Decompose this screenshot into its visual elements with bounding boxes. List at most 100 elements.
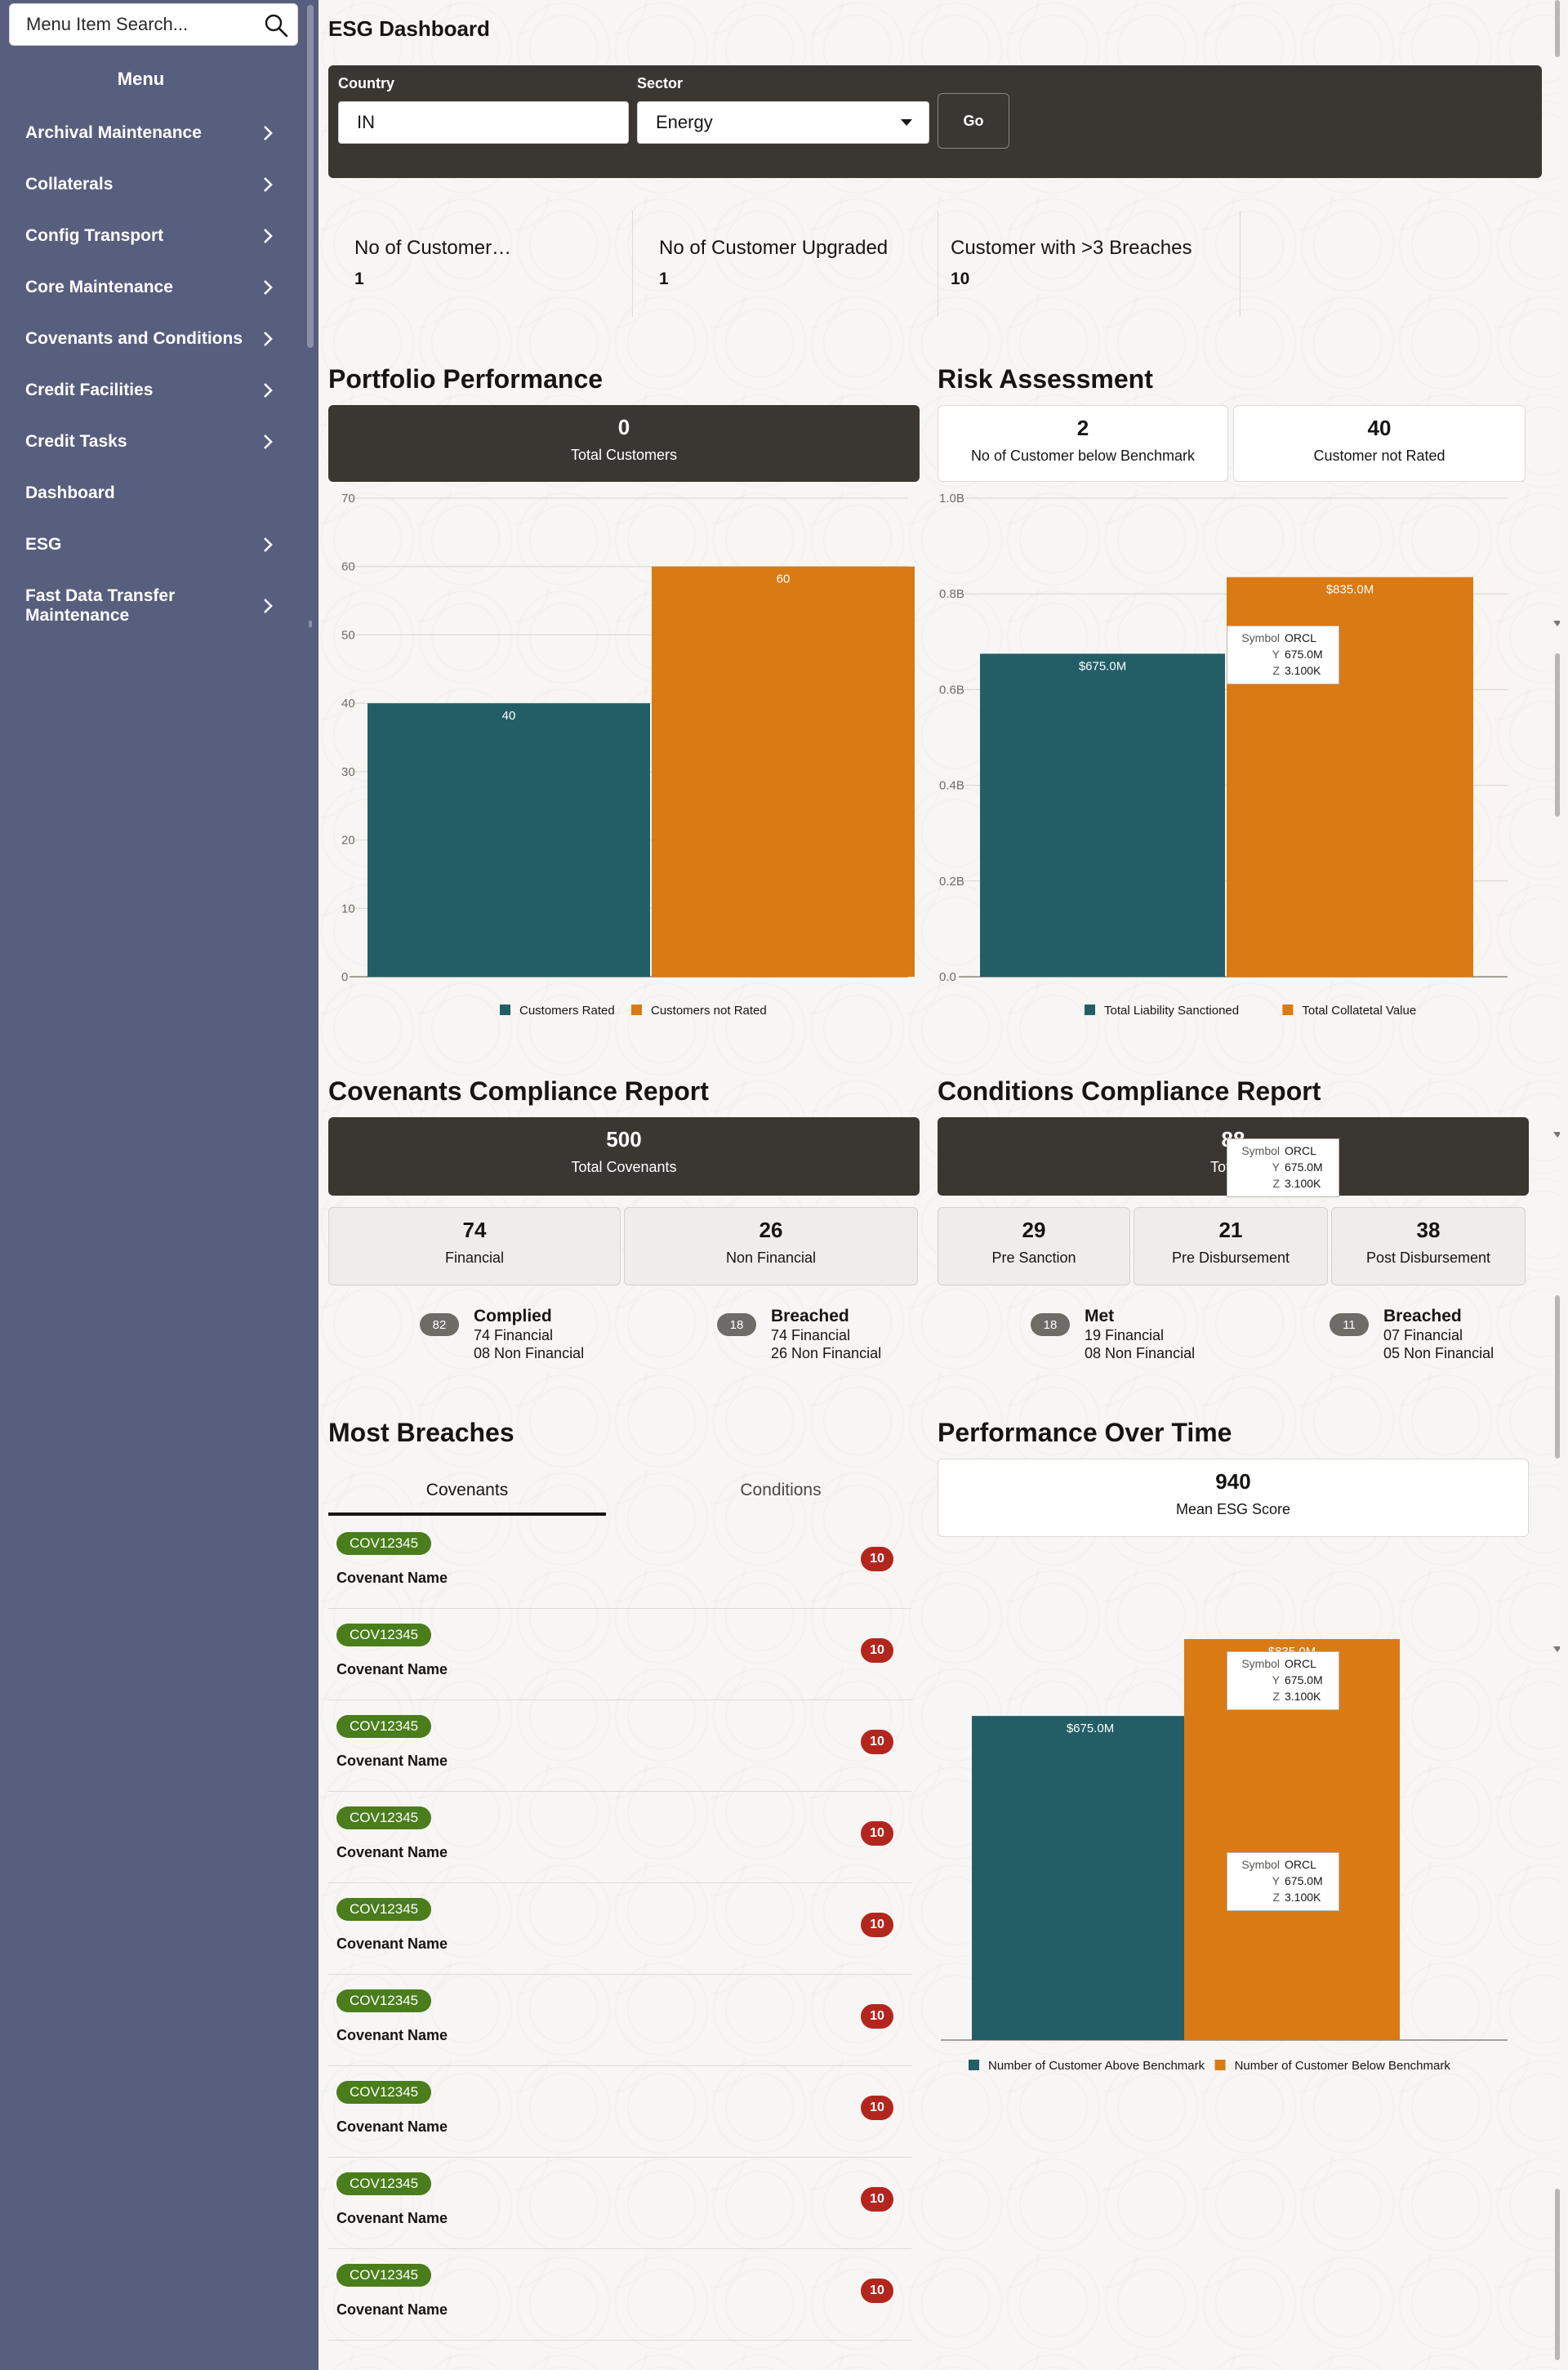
- menu-search-input[interactable]: [26, 4, 255, 45]
- main-content: ESG Dashboard Country IN Sector Energy G…: [318, 0, 1560, 2370]
- tooltip-key: Y: [1272, 1160, 1280, 1174]
- chevron-right-icon: [264, 280, 273, 295]
- breach-row[interactable]: COV12345 Covenant Name 10: [328, 1883, 911, 1975]
- y-tick-label: 0.4B: [939, 779, 964, 793]
- tooltip-value: ORCL: [1285, 1657, 1316, 1670]
- breach-count-badge: 10: [861, 1913, 893, 1937]
- bar-value-label: $675.0M: [1067, 1722, 1114, 1735]
- scroll-down-icon[interactable]: [1553, 1646, 1560, 1652]
- legend-label: Number of Customer Below Benchmark: [1235, 2059, 1451, 2073]
- chevron-right-icon: [264, 434, 273, 449]
- sidebar-item-dashboard[interactable]: Dashboard: [0, 480, 294, 506]
- below-benchmark-card: 2 No of Customer below Benchmark: [938, 405, 1228, 482]
- sidebar-item-label: Archival Maintenance: [25, 123, 202, 143]
- breach-row[interactable]: COV12345 Covenant Name 10: [328, 2249, 911, 2341]
- breach-row[interactable]: COV12345 Covenant Name 10: [328, 1609, 911, 1700]
- sidebar-item-archival-maintenance[interactable]: Archival Maintenance: [0, 120, 294, 146]
- main-scrollbar-thumb[interactable]: [1555, 653, 1560, 817]
- main-scrollbar-thumb[interactable]: [1555, 0, 1560, 57]
- metric-value: 10: [951, 270, 970, 288]
- covenant-name: Covenant Name: [336, 1844, 448, 1860]
- sidebar-item-label-line: Covenants and Conditions: [25, 329, 243, 348]
- sidebar-item-credit-tasks[interactable]: Credit Tasks: [0, 429, 294, 455]
- breached-summary: 18 Breached 74 Financial 26 Non Financia…: [717, 1307, 881, 1362]
- metric-customer-upgraded: No of Customer Upgraded 1: [659, 211, 929, 317]
- metric-label: No of Customer…: [354, 237, 512, 259]
- pre-sanction-card: 29 Pre Sanction: [938, 1207, 1130, 1285]
- chevron-right-icon: [264, 383, 273, 398]
- sidebar-item-covenants-and-conditions[interactable]: Covenants and Conditions: [0, 326, 294, 352]
- breach-row[interactable]: COV12345 Covenant Name 10: [328, 1517, 911, 1609]
- scroll-down-icon[interactable]: [1553, 1132, 1560, 1138]
- breach-row[interactable]: COV12345 Covenant Name 10: [328, 1792, 911, 1883]
- sidebar-item-core-maintenance[interactable]: Core Maintenance: [0, 274, 294, 301]
- summary-text: Breached 07 Financial 05 Non Financial: [1383, 1307, 1494, 1362]
- portfolio-title: Portfolio Performance: [328, 364, 604, 394]
- scroll-down-icon[interactable]: [1553, 621, 1560, 626]
- tooltip-value: 3.100K: [1285, 1690, 1321, 1703]
- filter-bar: Country IN Sector Energy Go: [328, 65, 1542, 178]
- chart-tooltip: Symbol ORCL Y 675.0M Z 3.100K: [1227, 1852, 1339, 1911]
- performance-title: Performance Over Time: [938, 1418, 1232, 1447]
- covenant-code-badge: COV12345: [336, 1532, 432, 1555]
- breach-row[interactable]: COV12345 Covenant Name 10: [328, 2066, 911, 2158]
- country-input[interactable]: IN: [338, 101, 629, 144]
- covenant-name: Covenant Name: [336, 1570, 448, 1586]
- sidebar-item-fast-data-transfer[interactable]: Fast Data Transfer Maintenance: [0, 583, 294, 629]
- go-button[interactable]: Go: [938, 93, 1009, 149]
- summary-title: Breached: [771, 1307, 849, 1325]
- tooltip-value: ORCL: [1285, 631, 1316, 644]
- breach-row[interactable]: COV12345 Covenant Name 10: [328, 1975, 911, 2066]
- page-title: ESG Dashboard: [328, 16, 490, 41]
- tab-conditions[interactable]: Conditions: [740, 1481, 822, 1499]
- breach-row[interactable]: COV12345 Covenant Name 10: [328, 2158, 911, 2249]
- non-financial-card: 26 Non Financial: [624, 1207, 918, 1285]
- tooltip-key: Symbol: [1241, 1144, 1280, 1157]
- sidebar-item-credit-facilities[interactable]: Credit Facilities: [0, 377, 294, 403]
- breached-count: 11: [1330, 1313, 1369, 1336]
- sidebar-item-config-transport[interactable]: Config Transport: [0, 223, 294, 249]
- tooltip-row: Symbol ORCL: [1234, 1143, 1332, 1159]
- search-icon[interactable]: [263, 12, 289, 38]
- met-summary: 18 Met 19 Financial 08 Non Financial: [1031, 1307, 1195, 1362]
- main-scrollbar-thumb[interactable]: [1555, 2189, 1560, 2360]
- tooltip-row: Symbol ORCL: [1234, 1655, 1332, 1672]
- legend-label: Number of Customer Above Benchmark: [988, 2059, 1205, 2073]
- sidebar-item-label-line: Config Transport: [25, 226, 164, 245]
- bar-number-of-customer-above-benchmark: [972, 1716, 1209, 2040]
- card-value: 940: [1215, 1469, 1251, 1494]
- covenant-code-badge: COV12345: [336, 1624, 432, 1646]
- covenant-name: Covenant Name: [336, 2210, 448, 2226]
- sector-select[interactable]: Energy: [637, 101, 929, 144]
- legend-swatch: [969, 2060, 979, 2070]
- tooltip-value: 675.0M: [1285, 648, 1323, 661]
- card-value: 26: [759, 1218, 783, 1242]
- summary-line: 05 Non Financial: [1383, 1345, 1494, 1361]
- sidebar-item-label-line: Credit Facilities: [25, 381, 154, 399]
- tooltip-row: Symbol ORCL: [1234, 630, 1332, 646]
- chevron-right-icon: [264, 599, 273, 613]
- sidebar-item-collaterals[interactable]: Collaterals: [0, 172, 294, 198]
- tooltip-row: Z 3.100K: [1234, 1175, 1332, 1192]
- covenant-code-badge: COV12345: [336, 2172, 432, 2195]
- not-rated-card: 40 Customer not Rated: [1233, 405, 1526, 482]
- summary-line: 74 Financial: [474, 1327, 554, 1343]
- tooltip-value: 3.100K: [1285, 1177, 1321, 1190]
- main-scrollbar-thumb[interactable]: [1555, 1295, 1560, 1459]
- sidebar-item-label-line: ESG: [25, 535, 62, 554]
- chevron-right-icon: [264, 229, 273, 243]
- breach-row[interactable]: COV12345 Covenant Name 10: [328, 1700, 911, 1792]
- sidebar-item-esg[interactable]: ESG: [0, 532, 294, 558]
- y-tick-label: 40: [341, 697, 355, 711]
- summary-text: Breached 74 Financial 26 Non Financial: [771, 1307, 881, 1362]
- card-label: Non Financial: [725, 1250, 817, 1266]
- summary-text: Complied 74 Financial 08 Non Financial: [474, 1307, 584, 1362]
- tab-covenants[interactable]: Covenants: [328, 1470, 606, 1516]
- metric-divider: [1240, 211, 1241, 317]
- summary-title: Complied: [474, 1307, 552, 1325]
- bar-customers-rated: [368, 703, 650, 977]
- sidebar-scrollbar[interactable]: [307, 5, 314, 348]
- card-value: 0: [617, 415, 630, 439]
- breached-count: 18: [717, 1313, 756, 1336]
- card-label: Total Customers: [570, 447, 678, 463]
